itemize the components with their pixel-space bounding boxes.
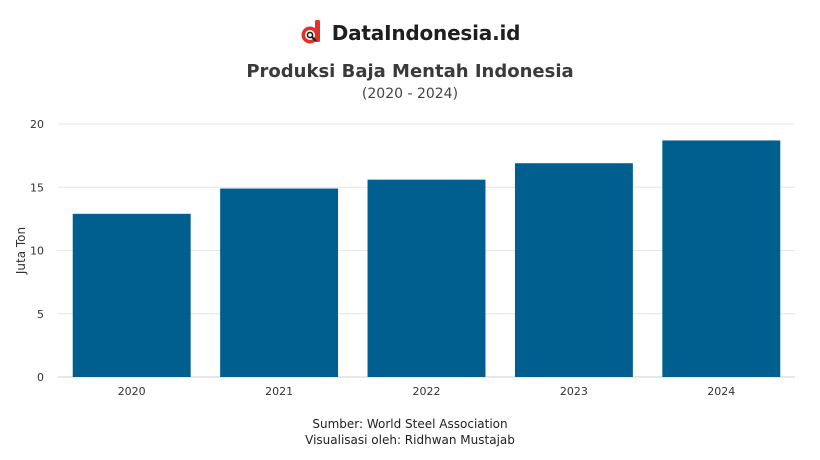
- d-magnifier-logo-icon: [301, 20, 320, 44]
- brand-logo: DataIndonesia.id: [0, 20, 820, 46]
- bar: [367, 179, 486, 377]
- x-tick-label: 2024: [707, 385, 735, 398]
- y-axis-label: Juta Ton: [14, 227, 28, 275]
- y-tick-label: 20: [30, 118, 44, 131]
- credit-note: Visualisasi oleh: Ridhwan Mustajab: [305, 433, 515, 447]
- bar: [662, 140, 781, 377]
- x-tick-label: 2022: [413, 385, 441, 398]
- chart-title: Produksi Baja Mentah Indonesia: [246, 61, 574, 82]
- y-tick-label: 5: [37, 308, 44, 321]
- x-tick-label: 2020: [118, 385, 146, 398]
- bar: [72, 213, 191, 377]
- x-tick-label: 2023: [560, 385, 588, 398]
- brand-name: DataIndonesia.id: [331, 21, 521, 45]
- bar: [514, 163, 633, 377]
- source-note: Sumber: World Steel Association: [312, 417, 508, 431]
- y-tick-label: 15: [30, 181, 44, 194]
- y-tick-label: 10: [30, 245, 44, 258]
- y-tick-label: 0: [37, 371, 44, 384]
- x-tick-label: 2021: [265, 385, 293, 398]
- bar: [220, 188, 339, 377]
- chart-subtitle: (2020 - 2024): [361, 86, 459, 102]
